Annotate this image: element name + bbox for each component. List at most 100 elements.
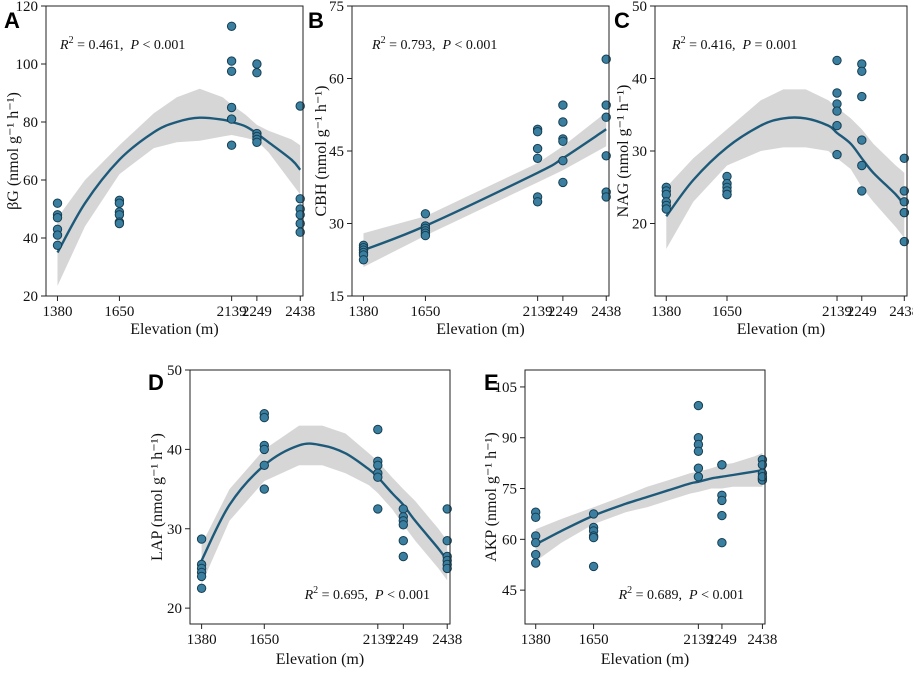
p-symbol: P <box>688 588 698 603</box>
stat-annotation: R2 = 0.461, P < 0.001 <box>59 35 185 53</box>
data-point <box>601 112 611 122</box>
x-tick-label: 1650 <box>410 304 440 320</box>
data-point <box>661 204 671 214</box>
data-point <box>114 198 125 208</box>
data-point <box>693 472 704 482</box>
data-point <box>398 536 408 546</box>
y-tick-label: 20 <box>167 601 182 617</box>
data-point <box>558 117 568 127</box>
data-point <box>295 101 305 111</box>
x-tick-label: 1380 <box>521 632 551 648</box>
p-value: = 0.001 <box>751 38 797 53</box>
y-tick-label: 40 <box>167 442 182 458</box>
fit-line <box>665 116 906 218</box>
r2-superscript: 2 <box>381 35 386 46</box>
data-point <box>295 194 305 204</box>
y-tick-label: 75 <box>502 482 517 498</box>
data-point <box>693 463 704 473</box>
x-tick-label: 1380 <box>42 304 72 320</box>
stat-gap <box>368 588 375 603</box>
data-point <box>531 558 541 568</box>
y-tick-label: 45 <box>502 583 517 599</box>
stat-annotation: R2 = 0.695, P < 0.001 <box>304 585 430 603</box>
y-tick-label: 40 <box>23 231 38 247</box>
y-tick-label: 60 <box>502 532 517 548</box>
y-tick-label: 105 <box>495 380 518 396</box>
data-point <box>722 189 732 200</box>
panel-letter: C <box>614 8 630 33</box>
y-tick-label: 50 <box>167 363 182 379</box>
y-axis-title: NAG (nmol g⁻¹ h⁻¹) <box>615 85 632 218</box>
data-point <box>558 136 568 147</box>
data-point <box>373 460 383 470</box>
p-value: < 0.001 <box>384 588 430 603</box>
data-point <box>857 66 867 77</box>
data-point <box>558 156 568 166</box>
panel-letter: E <box>484 370 499 395</box>
stat-gap <box>123 38 130 53</box>
r2-symbol: R <box>304 588 314 603</box>
data-point <box>899 186 909 196</box>
x-tick-label: 2139 <box>683 632 713 648</box>
data-point <box>226 114 237 124</box>
x-tick-label: 1650 <box>579 632 609 648</box>
x-axis-title: Elevation (m) <box>130 321 218 338</box>
x-tick-label: 1380 <box>187 632 217 648</box>
data-point <box>601 100 611 110</box>
stat-gap <box>682 588 689 603</box>
x-tick-label: 2249 <box>548 304 578 320</box>
r2-value: = 0.793, <box>386 38 436 53</box>
p-value: < 0.001 <box>139 38 185 53</box>
x-tick-label: 1650 <box>249 632 279 648</box>
y-tick-label: 40 <box>632 72 647 88</box>
x-tick-label: 2139 <box>363 632 393 648</box>
data-point <box>52 198 63 208</box>
data-point <box>717 495 727 506</box>
y-tick-label: 75 <box>329 0 344 15</box>
data-point <box>398 520 408 530</box>
data-point <box>717 538 727 548</box>
data-point <box>588 561 599 572</box>
r2-value: = 0.689, <box>632 588 682 603</box>
data-point <box>442 504 452 514</box>
plot-frame <box>189 369 451 625</box>
data-point <box>52 213 63 223</box>
fit-line <box>56 116 302 254</box>
data-point <box>420 209 431 219</box>
panel-letter: B <box>308 8 324 33</box>
data-point <box>899 197 909 207</box>
x-tick-label: 2438 <box>432 632 462 648</box>
data-point <box>532 127 543 137</box>
r2-superscript: 2 <box>69 35 74 46</box>
data-point <box>420 230 431 241</box>
r2-superscript: 2 <box>313 585 318 596</box>
data-point <box>558 100 568 110</box>
data-point <box>252 137 262 148</box>
r2-superscript: 2 <box>681 35 686 46</box>
data-point <box>832 106 842 116</box>
x-axis-title: Elevation (m) <box>737 321 825 338</box>
y-tick-label: 15 <box>329 289 344 305</box>
y-axis-title: βG (nmol g⁻¹ h⁻¹) <box>5 92 22 210</box>
panel-letter: A <box>4 8 20 33</box>
x-tick-label: 1650 <box>712 304 742 320</box>
data-point <box>259 444 269 455</box>
data-point <box>398 551 408 562</box>
data-point <box>693 400 704 411</box>
data-point <box>259 412 269 423</box>
data-point <box>532 197 543 207</box>
panel-letter: D <box>148 370 164 395</box>
x-tick-label: 2139 <box>523 304 553 320</box>
r2-symbol: R <box>59 38 69 53</box>
p-symbol: P <box>441 38 451 53</box>
y-tick-label: 30 <box>167 522 182 538</box>
data-point <box>857 160 867 171</box>
confidence-band <box>57 88 301 286</box>
data-point <box>832 88 842 98</box>
y-axis-title: CBH (nmol g⁻¹ h⁻¹) <box>313 86 330 217</box>
data-point <box>226 21 237 31</box>
